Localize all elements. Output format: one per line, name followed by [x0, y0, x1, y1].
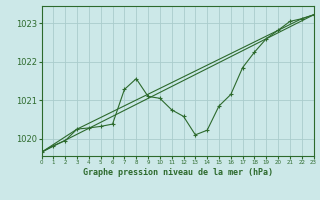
- X-axis label: Graphe pression niveau de la mer (hPa): Graphe pression niveau de la mer (hPa): [83, 168, 273, 177]
